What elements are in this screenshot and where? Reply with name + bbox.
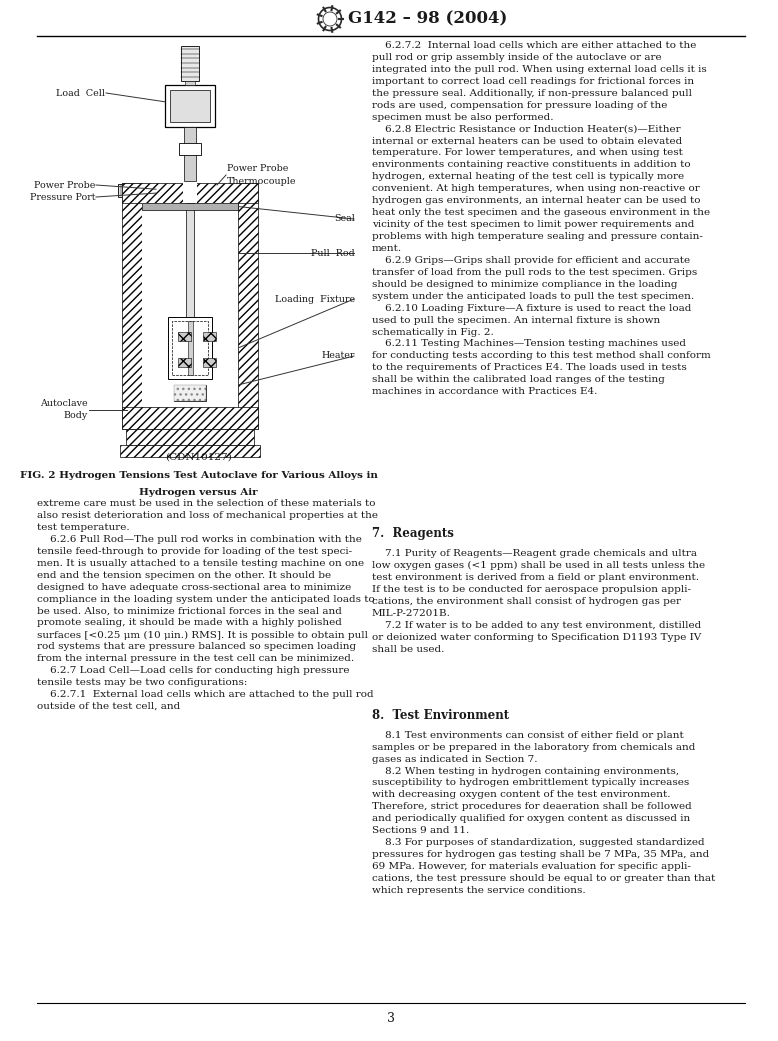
Bar bbox=[120, 445, 260, 457]
Bar bbox=[181, 46, 199, 81]
Text: (CDN10127): (CDN10127) bbox=[165, 453, 232, 462]
Bar bbox=[174, 385, 206, 401]
Bar bbox=[187, 321, 192, 375]
Bar bbox=[170, 90, 210, 122]
Bar bbox=[202, 358, 216, 367]
Text: Loading  Fixture: Loading Fixture bbox=[275, 295, 355, 304]
Bar bbox=[142, 203, 238, 407]
Bar bbox=[122, 183, 142, 429]
Bar bbox=[168, 318, 212, 379]
Text: Load  Cell: Load Cell bbox=[56, 88, 105, 98]
Bar bbox=[122, 183, 258, 203]
Text: 8.1 Test environments can consist of either field or plant
samples or be prepare: 8.1 Test environments can consist of eit… bbox=[372, 731, 715, 895]
Bar bbox=[177, 332, 191, 341]
Text: 3: 3 bbox=[387, 1013, 395, 1025]
Bar bbox=[177, 358, 191, 367]
Bar bbox=[212, 185, 222, 223]
Bar bbox=[126, 429, 254, 445]
Text: Body: Body bbox=[64, 411, 88, 421]
Text: Thermocouple: Thermocouple bbox=[227, 177, 296, 185]
Text: Pressure Port: Pressure Port bbox=[30, 193, 95, 202]
Bar bbox=[185, 81, 195, 85]
Bar bbox=[165, 85, 215, 127]
Text: 7.  Reagents: 7. Reagents bbox=[372, 527, 454, 540]
Bar bbox=[142, 203, 238, 210]
Text: FIG. 2 Hydrogen Tensions Test Autoclave for Various Alloys in: FIG. 2 Hydrogen Tensions Test Autoclave … bbox=[19, 471, 377, 480]
Text: Hydrogen versus Air: Hydrogen versus Air bbox=[139, 488, 258, 497]
Text: Power Probe: Power Probe bbox=[227, 164, 289, 174]
Bar bbox=[118, 184, 156, 197]
Text: G142 – 98 (2004): G142 – 98 (2004) bbox=[348, 10, 507, 27]
Text: 6.2.7.2  Internal load cells which are either attached to the
pull rod or grip a: 6.2.7.2 Internal load cells which are ei… bbox=[372, 41, 711, 397]
Bar bbox=[186, 203, 194, 379]
Text: Pull  Rod: Pull Rod bbox=[311, 249, 355, 257]
Bar bbox=[179, 143, 201, 155]
Text: Heater: Heater bbox=[321, 352, 355, 360]
Text: Seal: Seal bbox=[334, 214, 355, 224]
Bar bbox=[172, 321, 208, 375]
Bar bbox=[122, 407, 258, 429]
Text: extreme care must be used in the selection of these materials to
also resist det: extreme care must be used in the selecti… bbox=[37, 499, 378, 711]
Bar bbox=[184, 127, 196, 181]
Text: 8.  Test Environment: 8. Test Environment bbox=[372, 709, 509, 721]
Bar bbox=[202, 332, 216, 341]
Bar bbox=[183, 183, 197, 203]
Text: Power Probe: Power Probe bbox=[33, 180, 95, 189]
Bar bbox=[174, 385, 206, 401]
Text: 7.1 Purity of Reagents—Reagent grade chemicals and ultra
low oxygen gases (<1 pp: 7.1 Purity of Reagents—Reagent grade che… bbox=[372, 549, 705, 654]
Text: Autoclave: Autoclave bbox=[40, 399, 88, 407]
Bar bbox=[238, 183, 258, 429]
